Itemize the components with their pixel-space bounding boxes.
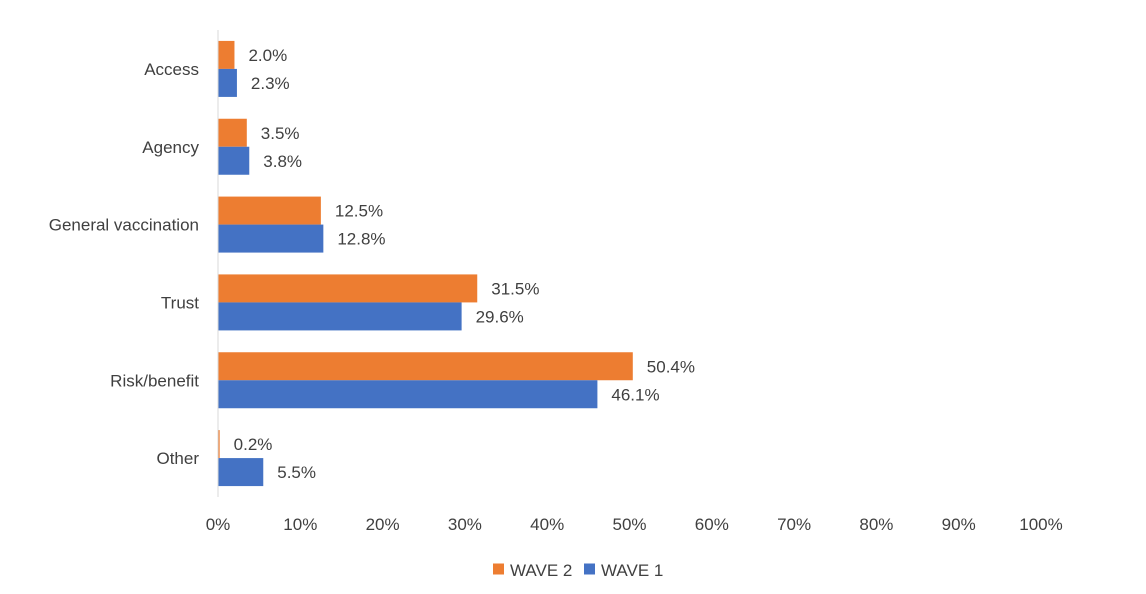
- bar-wave-1-risk-benefit: [218, 380, 598, 409]
- bar-wave-2-other: [218, 430, 220, 459]
- bar-wave-2-access: [218, 40, 235, 69]
- category-label-trust: Trust: [161, 293, 199, 312]
- category-label-risk-benefit: Risk/benefit: [110, 371, 199, 390]
- legend-label-wave-2: WAVE 2: [510, 561, 572, 580]
- category-label-agency: Agency: [142, 138, 199, 157]
- x-tick-label-50: 50%: [612, 515, 646, 534]
- bar-wave-1-access: [218, 68, 237, 97]
- legend-label-wave-1: WAVE 1: [601, 561, 663, 580]
- x-tick-label-70: 70%: [777, 515, 811, 534]
- value-label-wave-2-access: 2.0%: [248, 46, 287, 65]
- bar-wave-1-other: [218, 458, 264, 487]
- value-label-wave-2-general-vaccination: 12.5%: [335, 202, 383, 221]
- x-tick-label-90: 90%: [942, 515, 976, 534]
- x-tick-label-20: 20%: [366, 515, 400, 534]
- x-tick-label-100: 100%: [1019, 515, 1062, 534]
- legend-swatch-wave-1: [584, 563, 595, 575]
- category-label-general-vaccination: General vaccination: [49, 216, 199, 235]
- labels-layer: Access 2.0% 2.3% Agency 3.5% 3.8% General vacc…: [49, 46, 695, 482]
- bar-wave-2-general-vaccination: [218, 196, 321, 225]
- x-tick-label-60: 60%: [695, 515, 729, 534]
- bar-wave-2-trust: [218, 274, 478, 303]
- bar-wave-1-agency: [218, 146, 250, 175]
- x-tick-label-0: 0%: [206, 515, 231, 534]
- legend: WAVE 2 WAVE 1: [493, 561, 663, 580]
- bar-wave-2-agency: [218, 118, 247, 147]
- x-tick-label-10: 10%: [283, 515, 317, 534]
- value-label-wave-1-other: 5.5%: [277, 463, 316, 482]
- bar-wave-1-general-vaccination: [218, 224, 324, 253]
- x-tick-label-80: 80%: [859, 515, 893, 534]
- value-label-wave-1-access: 2.3%: [251, 74, 290, 93]
- bar-wave-1-trust: [218, 302, 462, 331]
- value-label-wave-2-risk-benefit: 50.4%: [647, 357, 695, 376]
- bars-layer: [218, 40, 633, 487]
- legend-swatch-wave-2: [493, 563, 504, 575]
- value-label-wave-2-trust: 31.5%: [491, 279, 539, 298]
- bar-wave-2-risk-benefit: [218, 352, 633, 381]
- category-label-access: Access: [144, 60, 199, 79]
- category-label-other: Other: [156, 449, 199, 468]
- x-tick-label-30: 30%: [448, 515, 482, 534]
- value-label-wave-1-trust: 29.6%: [476, 307, 524, 326]
- value-label-wave-2-agency: 3.5%: [261, 124, 300, 143]
- axis-layer: 0% 10% 20% 30% 40% 50% 60% 70% 80% 90% 100%: [206, 30, 1063, 534]
- value-label-wave-1-general-vaccination: 12.8%: [337, 230, 385, 249]
- value-label-wave-2-other: 0.2%: [234, 435, 273, 454]
- x-tick-label-40: 40%: [530, 515, 564, 534]
- value-label-wave-1-risk-benefit: 46.1%: [611, 385, 659, 404]
- value-label-wave-1-agency: 3.8%: [263, 152, 302, 171]
